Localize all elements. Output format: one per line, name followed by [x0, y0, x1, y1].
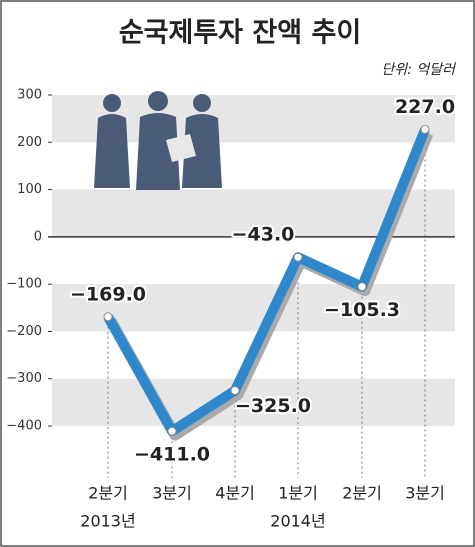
x-tick-label: 4분기	[215, 484, 255, 503]
year-label: 2014년	[270, 512, 325, 531]
value-label: 227.0	[395, 96, 455, 118]
y-tick-label: 300	[17, 88, 42, 103]
y-tick-label: −400	[6, 419, 42, 434]
x-tick-label: 2분기	[88, 484, 128, 503]
value-label: −169.0	[70, 283, 146, 305]
x-tick-label: 2분기	[342, 484, 382, 503]
value-label: −43.0	[232, 224, 295, 246]
point	[420, 125, 430, 135]
x-tick-label: 3분기	[152, 484, 192, 503]
y-tick-label: −100	[6, 277, 42, 292]
point	[230, 386, 240, 396]
people-icon	[94, 91, 222, 190]
y-tick-label: −300	[6, 371, 42, 386]
y-tick-label: 200	[17, 135, 42, 150]
line	[103, 127, 430, 437]
chart-title: 순국제투자 잔액 추이	[119, 18, 361, 49]
value-label: −105.3	[324, 299, 400, 321]
x-tick-label: 3분기	[405, 484, 445, 503]
y-tick-label: 100	[17, 182, 42, 197]
unit-label: 단위: 억달러	[381, 62, 457, 78]
point	[293, 252, 303, 262]
point	[357, 282, 367, 292]
value-label: −325.0	[235, 395, 311, 417]
grid-band	[52, 284, 455, 332]
y-tick-label: −200	[6, 324, 42, 339]
point	[103, 312, 113, 322]
x-tick-label: 1분기	[278, 484, 318, 503]
year-label: 2013년	[80, 512, 135, 531]
grid-band	[52, 378, 455, 426]
y-tick-label: 0	[34, 229, 42, 244]
point	[167, 426, 177, 436]
value-label: −411.0	[134, 444, 210, 466]
